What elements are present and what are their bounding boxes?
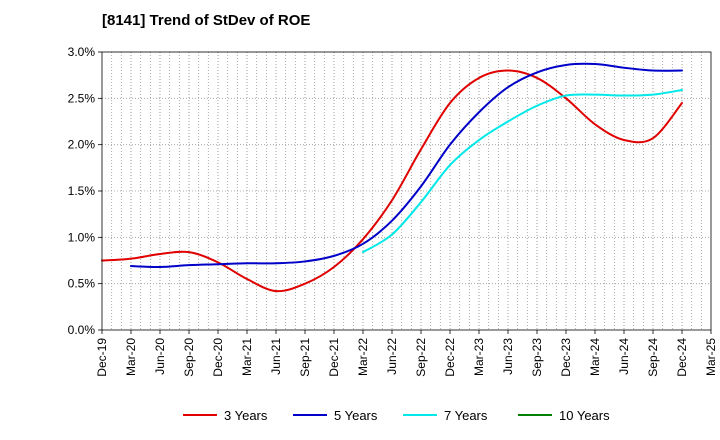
plot-area: [102, 52, 711, 330]
x-tick-label: Mar-24: [588, 338, 602, 376]
chart-title: [8141] Trend of StDev of ROE: [102, 12, 311, 29]
x-tick-label: Dec-19: [95, 338, 109, 377]
x-tick-label: Dec-24: [675, 338, 689, 377]
series-line-7-years: [362, 88, 683, 254]
x-tick-label: Dec-20: [211, 338, 225, 377]
x-tick-label: Sep-21: [298, 338, 312, 377]
x-tick-label: Jun-23: [501, 338, 515, 375]
x-tick-label: Jun-24: [617, 338, 631, 375]
legend-label-5-years: 5 Years: [334, 408, 378, 423]
x-tick-label: Mar-25: [704, 338, 718, 376]
x-tick-label: Dec-21: [327, 338, 341, 377]
legend-label-10-years: 10 Years: [559, 408, 610, 423]
x-tick-label: Jun-21: [269, 338, 283, 375]
x-tick-label: Jun-20: [153, 338, 167, 375]
y-tick-label: 2.0%: [68, 138, 96, 152]
x-tick-label: Dec-22: [443, 338, 457, 377]
series-line-3-years: [101, 69, 683, 293]
x-tick-label: Dec-23: [559, 338, 573, 377]
y-tick-label: 1.5%: [68, 184, 96, 198]
y-tick-label: 3.0%: [68, 45, 96, 59]
x-tick-label: Sep-23: [530, 338, 544, 377]
x-tick-label: Mar-20: [124, 338, 138, 376]
legend: 3 Years 5 Years 7 Years 10 Years: [183, 408, 610, 423]
series-line-5-years: [130, 62, 683, 268]
x-tick-label: Mar-23: [472, 338, 486, 376]
x-tick-label: Mar-21: [240, 338, 254, 376]
y-tick-label: 1.0%: [68, 230, 96, 244]
series-layer: [101, 62, 683, 293]
x-tick-label: Mar-22: [356, 338, 370, 376]
x-tick-label: Sep-20: [182, 338, 196, 377]
x-tick-label: Sep-22: [414, 338, 428, 377]
x-tick-label: Jun-22: [385, 338, 399, 375]
legend-label-3-years: 3 Years: [224, 408, 268, 423]
x-tick-label: Sep-24: [646, 338, 660, 377]
axis-layer: 0.0% 0.5% 1.0% 1.5% 2.0% 2.5% 3.0% Dec-19 Mar-20…: [68, 45, 718, 377]
y-tick-label: 0.5%: [68, 277, 96, 291]
y-tick-label: 2.5%: [68, 91, 96, 105]
grid-layer: [102, 52, 711, 330]
y-tick-label: 0.0%: [68, 323, 96, 337]
legend-label-7-years: 7 Years: [444, 408, 488, 423]
plot-frame: [101, 51, 712, 331]
